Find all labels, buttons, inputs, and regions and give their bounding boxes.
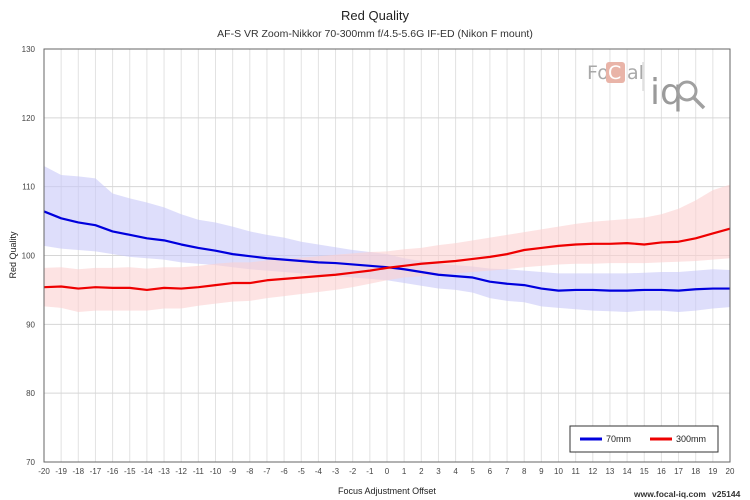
x-tick-label: -7 — [263, 467, 271, 476]
x-tick-label: -14 — [141, 467, 153, 476]
y-tick-label: 70 — [26, 458, 35, 467]
chart-title: Red Quality — [341, 8, 409, 23]
y-tick-label: 130 — [22, 45, 36, 54]
footer: www.focal-iq.com v25144 — [633, 489, 741, 499]
logo-text-al: al — [627, 62, 644, 84]
logo-c-box — [606, 62, 625, 83]
x-tick-label: 20 — [726, 467, 735, 476]
y-axis-label: Red Quality — [8, 231, 18, 279]
magnifier-handle-icon — [692, 96, 706, 110]
x-tick-label: 18 — [691, 467, 700, 476]
logo-text-c: C — [608, 62, 621, 84]
x-tick-label: -5 — [298, 467, 306, 476]
confidence-bands — [44, 166, 730, 312]
x-axis-label: Focus Adjustment Offset — [338, 486, 436, 496]
x-tick-label: -9 — [229, 467, 237, 476]
x-tick-label: 2 — [419, 467, 424, 476]
x-tick-label: 4 — [453, 467, 458, 476]
y-tick-labels: 70 80 90 100 110 120 130 — [22, 45, 36, 467]
x-tick-label: 19 — [708, 467, 717, 476]
plot-border — [43, 48, 731, 463]
magnifier-icon — [676, 80, 698, 102]
x-tick-label: -20 — [38, 467, 50, 476]
x-tick-label: 7 — [505, 467, 510, 476]
x-tick-label: 14 — [623, 467, 632, 476]
legend-label-300mm: 300mm — [676, 434, 706, 444]
y-tick-label: 100 — [22, 252, 36, 261]
x-tick-label: 15 — [640, 467, 649, 476]
legend-label-70mm: 70mm — [606, 434, 631, 444]
x-tick-label: -4 — [315, 467, 323, 476]
line-300mm — [43, 227, 731, 292]
x-tick-label: -8 — [246, 467, 254, 476]
x-tick-label: 16 — [657, 467, 666, 476]
x-tick-label: 6 — [488, 467, 493, 476]
logo-text-fo: Fo — [587, 62, 609, 84]
y-tick-label: 80 — [26, 389, 35, 398]
x-tick-label: 9 — [539, 467, 544, 476]
x-tick-label: -11 — [193, 467, 205, 476]
x-tick-label: 12 — [588, 467, 597, 476]
band-70mm — [44, 166, 730, 312]
footer-url: www.focal-iq.com — [633, 489, 706, 499]
x-tick-label: 8 — [522, 467, 527, 476]
x-tick-label: -16 — [107, 467, 119, 476]
x-tick-label: -10 — [210, 467, 222, 476]
x-tick-label: -1 — [366, 467, 374, 476]
x-tick-labels: -20 -19 -18 -17 -16 -15 -14 -13 -12 -11 -10 -9 -8 -7-… — [38, 467, 735, 476]
x-tick-label: -17 — [90, 467, 102, 476]
x-tick-label: -6 — [281, 467, 289, 476]
x-tick-label: -19 — [55, 467, 67, 476]
band-300mm — [44, 184, 730, 312]
x-tick-label: 5 — [471, 467, 476, 476]
x-tick-label: -18 — [73, 467, 85, 476]
y-tick-label: 110 — [22, 183, 35, 192]
x-tick-label: 3 — [436, 467, 441, 476]
focal-iq-logo: Fo C al iq — [587, 62, 706, 113]
x-tick-label: -3 — [332, 467, 340, 476]
chart-subtitle: AF-S VR Zoom-Nikkor 70-300mm f/4.5-5.6G … — [217, 28, 533, 40]
x-tick-label: 11 — [571, 467, 580, 476]
legend: 70mm 300mm — [569, 425, 719, 453]
x-tick-label: -13 — [158, 467, 170, 476]
x-tick-label: 1 — [402, 467, 407, 476]
x-tick-label: 0 — [385, 467, 390, 476]
footer-version: v25144 — [712, 489, 741, 499]
x-tick-label: 10 — [554, 467, 563, 476]
x-tick-label: -2 — [349, 467, 357, 476]
y-tick-label: 120 — [22, 114, 36, 123]
series-lines — [43, 210, 731, 292]
x-tick-label: -12 — [175, 467, 187, 476]
x-tick-label: 13 — [605, 467, 614, 476]
x-tick-label: -15 — [124, 467, 136, 476]
y-tick-label: 90 — [26, 320, 35, 329]
x-tick-label: 17 — [674, 467, 683, 476]
